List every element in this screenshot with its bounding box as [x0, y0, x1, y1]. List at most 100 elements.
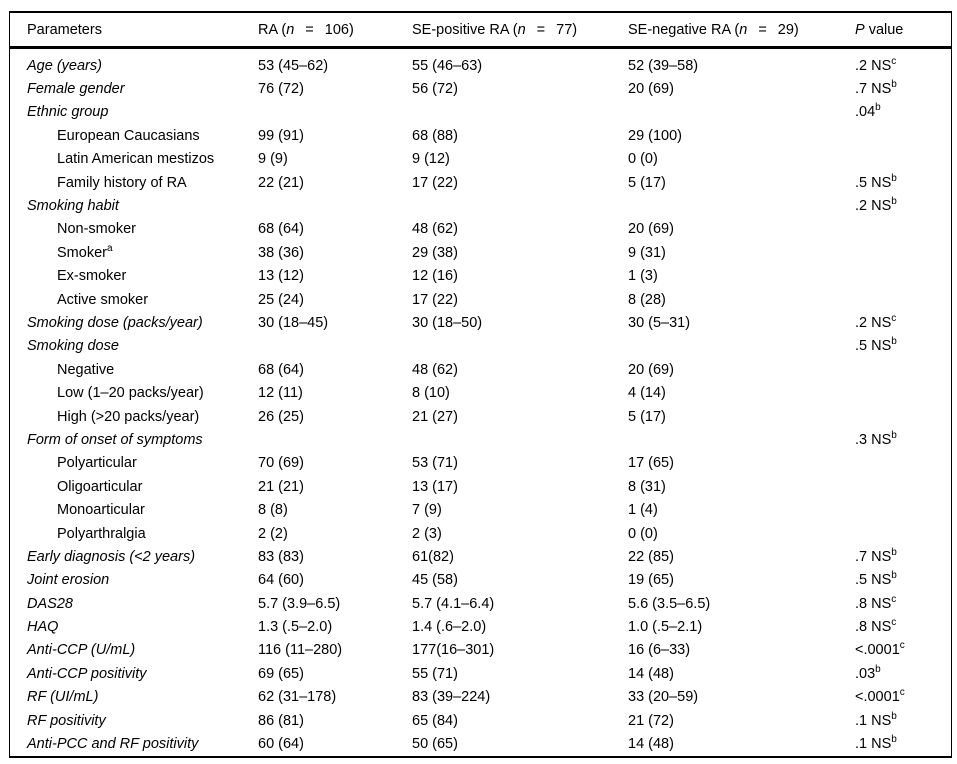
value-cell: 99 (91): [258, 127, 304, 144]
p-value-cell: .1 NSb: [855, 710, 897, 729]
value-cell: 2 (3): [412, 525, 442, 542]
value-cell: 30 (18–45): [258, 314, 329, 331]
value-cell: 5.7 (4.1–6.4): [412, 595, 495, 612]
value-cell: [258, 335, 412, 358]
value-cell: [258, 428, 412, 451]
p-value-cell: .5 NSb: [855, 336, 897, 355]
value-cell: [258, 194, 412, 217]
value-cell: 53 (45–62): [258, 57, 329, 74]
p-value-cell: .03b: [855, 664, 881, 682]
value-cell: 22 (21): [258, 174, 304, 191]
value-cell: 83 (83): [258, 548, 304, 565]
table-row: Female gender 76 (72) 56 (72) 20 (69) .7 NSb: [10, 77, 951, 100]
value-cell: 55 (46–63): [412, 57, 483, 74]
p-value-header-rest: value: [864, 21, 904, 38]
table-row: Anti-CCP (U/mL) 116 (11–280) 177(16–301) 16…: [10, 639, 951, 662]
value-cell: 38 (36): [258, 244, 304, 261]
p-value-cell: [855, 498, 951, 521]
parameter-label: European Caucasians: [57, 127, 200, 144]
value-cell: 20 (69): [628, 361, 674, 378]
parameters-table: Parameters RA (n = 106) SE-positive RA (n =…: [10, 13, 951, 756]
parameter-label: Anti-PCC and RF positivity: [27, 736, 199, 753]
table-row: Age (years) 53 (45–62) 55 (46–63) 52 (39–58…: [10, 48, 951, 78]
table-row: Polyarticular 70 (69) 53 (71) 17 (65): [10, 452, 951, 475]
parameter-label: Oligoarticular: [57, 478, 143, 495]
value-cell: 8 (31): [628, 478, 666, 495]
value-cell: 5 (17): [628, 174, 666, 191]
table-row: HAQ 1.3 (.5–2.0) 1.4 (.6–2.0) 1.0 (.5–2.1).…: [10, 615, 951, 638]
value-cell: 52 (39–58): [628, 57, 699, 74]
value-cell: 16 (6–33): [628, 642, 691, 659]
p-value-cell: [855, 288, 951, 311]
parameter-label: Anti-CCP positivity: [27, 665, 147, 682]
parameter-label: Joint erosion: [27, 572, 110, 589]
value-cell: [412, 335, 628, 358]
value-cell: 21 (72): [628, 712, 674, 729]
p-value-cell: .2 NSc: [855, 55, 897, 74]
table-body: Age (years) 53 (45–62) 55 (46–63) 52 (39–58…: [10, 48, 951, 756]
table-container: Parameters RA (n = 106) SE-positive RA (n =…: [9, 11, 952, 758]
header-row: Parameters RA (n = 106) SE-positive RA (n =…: [10, 13, 951, 49]
value-cell: 9 (12): [412, 151, 450, 168]
p-value-cell: .7 NSb: [855, 79, 897, 98]
table-row: Joint erosion 64 (60) 45 (58) 19 (65) .5 NSb: [10, 569, 951, 592]
value-cell: 64 (60): [258, 572, 304, 589]
value-cell: 22 (85): [628, 548, 674, 565]
value-cell: 45 (58): [412, 572, 458, 589]
parameter-label: Ethnic group: [27, 104, 109, 121]
value-cell: 7 (9): [412, 502, 442, 519]
value-cell: 116 (11–280): [258, 642, 343, 659]
parameter-label: Form of onset of symptoms: [27, 431, 203, 448]
column-header-se-positive: SE-positive RA (n = 77): [412, 13, 628, 49]
table-row: Anti-PCC and RF positivity 60 (64) 50 (65)…: [10, 732, 951, 755]
p-value-cell: .5 NSb: [855, 570, 897, 589]
p-value-cell: .1 NSb: [855, 734, 897, 753]
parameter-label: Active smoker: [57, 291, 149, 308]
table-row: Smoking habit .2 NSb: [10, 194, 951, 217]
p-value-cell: .5 NSb: [855, 172, 897, 191]
value-cell: 53 (71): [412, 455, 458, 472]
value-cell: 5 (17): [628, 408, 666, 425]
parameter-label: Polyarticular: [57, 455, 137, 472]
p-value-cell: [855, 522, 951, 545]
value-cell: 56 (72): [412, 81, 458, 98]
value-cell: 19 (65): [628, 572, 674, 589]
parameter-label: Latin American mestizos: [57, 151, 215, 168]
table-row: Form of onset of symptoms .3 NSb: [10, 428, 951, 451]
parameter-label: Negative: [57, 361, 115, 378]
value-cell: 61(82): [412, 548, 454, 565]
p-value-cell: .7 NSb: [855, 547, 897, 565]
table-row: DAS28 5.7 (3.9–6.5) 5.7 (4.1–6.4) 5.6 (3.5–…: [10, 592, 951, 615]
parameter-label: Low (1–20 packs/year): [57, 385, 204, 402]
p-value-cell: [855, 452, 951, 475]
table-row: Family history of RA 22 (21) 17 (22) 5 (17)…: [10, 171, 951, 194]
value-cell: 21 (27): [412, 408, 458, 425]
p-value-cell: [855, 405, 951, 428]
value-cell: 50 (65): [412, 736, 458, 753]
value-cell: 8 (28): [628, 291, 666, 308]
table-row: Smoking dose .5 NSb: [10, 335, 951, 358]
value-cell: 20 (69): [628, 221, 674, 238]
p-value-header-italic-p: P: [855, 21, 865, 38]
value-cell: 1 (4): [628, 502, 658, 519]
value-cell: 0 (0): [628, 151, 658, 168]
value-cell: 25 (24): [258, 291, 304, 308]
p-value-cell: [855, 475, 951, 498]
value-cell: 68 (88): [412, 127, 458, 144]
value-cell: 14 (48): [628, 665, 674, 682]
value-cell: [628, 428, 855, 451]
value-cell: 9 (31): [628, 244, 666, 261]
p-value-cell: [855, 265, 951, 288]
value-cell: 62 (31–178): [258, 689, 337, 706]
column-header-se-negative: SE-negative RA (n = 29): [628, 13, 855, 49]
p-value-cell: .2 NSb: [855, 196, 897, 215]
parameter-label: DAS28: [27, 595, 73, 612]
value-cell: [628, 194, 855, 217]
table-row: RF positivity 86 (81) 65 (84) 21 (72) .1 NSb: [10, 709, 951, 732]
table-row: Non-smoker 68 (64) 48 (62) 20 (69): [10, 218, 951, 241]
p-value-cell: [855, 148, 951, 171]
table-row: RF (UI/mL) 62 (31–178) 83 (39–224) 33 (20–5…: [10, 686, 951, 709]
p-value-cell: <.0001c: [855, 687, 905, 706]
value-cell: 12 (11): [258, 385, 303, 402]
value-cell: 29 (100): [628, 127, 683, 144]
